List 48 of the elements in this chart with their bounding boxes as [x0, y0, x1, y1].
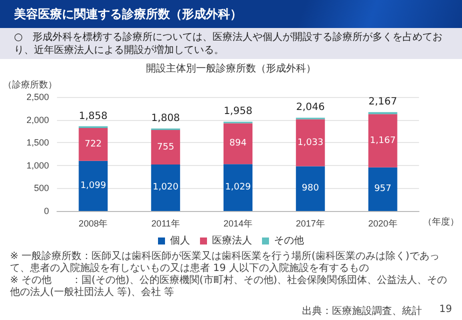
total-label: 2,046 [296, 102, 325, 114]
text: 19 [439, 304, 452, 316]
text: ○ 形成外科を標榜する診療所については、医療法人や個人が開設する診療所が多くを占めており、近年医療法人による開設が増加している。 [0, 28, 462, 59]
y-tick-label: 2,500 [26, 92, 49, 102]
bar [296, 166, 325, 211]
x-axis-title: （年度） [423, 216, 459, 226]
bar [224, 164, 252, 211]
bar [151, 164, 180, 211]
x-tick-label: 2014年 [223, 218, 253, 228]
total-label: 1,808 [151, 113, 180, 124]
data-label: 755 [157, 142, 174, 152]
bar [78, 160, 108, 211]
x-tick-label: 2011年 [151, 218, 180, 228]
y-tick-label: 500 [34, 183, 49, 194]
bar [296, 119, 325, 166]
data-label: 1,167 [370, 136, 396, 146]
bar [151, 130, 180, 164]
source-note: 出典：医療施設調査、統計 [302, 306, 422, 318]
data-label: 1,033 [298, 138, 324, 148]
y-tick-label: 1,000 [26, 160, 49, 170]
text: ※ その他 ：国(その他)、公的医療機関(市町村、その他)、社会保険関係団体、公益法人、その他の法人(一般社団法人 等)、会社 等 [10, 275, 448, 299]
data-label: 722 [84, 139, 102, 150]
x-tick-label: 2017年 [296, 218, 325, 228]
data-label: 1,099 [80, 180, 106, 191]
data-label: 957 [374, 184, 392, 194]
legend-label: 個人 [170, 236, 190, 246]
chart-subtitle: 開設主体別一般診療所数（形成外科） [146, 62, 316, 74]
x-tick-label: 2008年 [78, 218, 108, 228]
x-tick-label: 2020年 [368, 218, 398, 228]
y-axis-title: （診療所数） [3, 80, 57, 90]
bar [224, 123, 252, 164]
text: ※ 一般診療所数：医師又は歯科医師が医業又は歯科医業を行う場所(歯科医業のみは除く)であって、患者の入院施設を有しないもの又は患者 19 人以下の入院施設を有するもの [10, 251, 440, 274]
bar [368, 167, 398, 211]
y-tick-label: 2,000 [26, 114, 49, 125]
total-label: 2,167 [368, 96, 398, 108]
y-tick-label: 0 [44, 206, 49, 216]
y-tick-label: 1,500 [26, 138, 49, 148]
total-label: 1,858 [78, 110, 108, 122]
data-label: 1,020 [152, 182, 179, 193]
total-label: 1,958 [224, 106, 252, 118]
chart-title: 美容医療に関連する診療所数（形成外科） [0, 0, 462, 28]
bar [78, 128, 108, 161]
legend-label: その他 [274, 234, 304, 246]
data-label: 894 [229, 138, 247, 149]
data-label: 980 [302, 184, 320, 194]
bar [368, 114, 398, 168]
data-label: 1,029 [225, 182, 252, 193]
legend-label: 医療法人 [212, 234, 252, 246]
